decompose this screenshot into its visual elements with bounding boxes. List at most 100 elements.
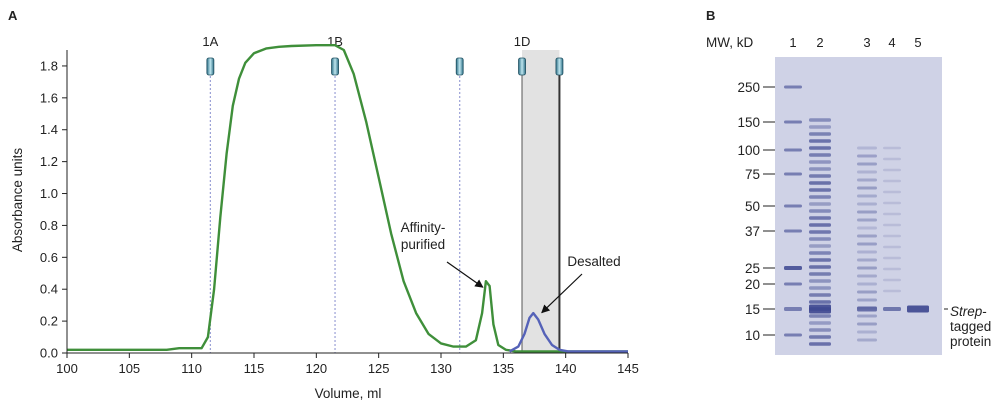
gel-band (857, 210, 877, 214)
gel-band (883, 289, 901, 293)
panel-b-label: B (706, 8, 715, 23)
gel-band (784, 120, 802, 124)
mw-marker-label: 20 (745, 277, 760, 292)
gel-band (809, 328, 831, 332)
gel-band (857, 234, 877, 238)
fraction-marker-label: 1A (202, 34, 218, 49)
gel-band (809, 314, 831, 318)
mw-marker-label: 100 (737, 143, 760, 158)
gel-band (784, 172, 802, 176)
fraction-tube-icon (331, 57, 339, 76)
gel-band (809, 286, 831, 290)
mw-marker-label: 37 (745, 224, 760, 239)
mw-header: MW, kD (706, 35, 753, 50)
y-tick-label: 1.6 (40, 90, 58, 105)
gel-band (857, 170, 877, 174)
gel-band (883, 201, 901, 205)
gel-band (784, 307, 802, 311)
gel-band (809, 230, 831, 234)
gel-band (857, 258, 877, 262)
gel-band (857, 218, 877, 222)
gel-band (784, 148, 802, 152)
gel-band (809, 174, 831, 178)
mw-marker-label: 10 (745, 328, 760, 343)
mw-marker-label: 15 (745, 302, 760, 317)
gel-band (809, 272, 831, 276)
gel-band (857, 266, 877, 270)
gel-band (857, 186, 877, 190)
gel-band (809, 223, 831, 227)
annotation-affinity-text: Affinity- (401, 220, 446, 235)
y-tick-label: 1.0 (40, 186, 58, 201)
chart-axes (66, 50, 628, 354)
gel-band (883, 157, 901, 161)
mw-marker-label: 150 (737, 115, 760, 130)
gel-band (809, 167, 831, 171)
mw-marker-label: 250 (737, 80, 760, 95)
annotations: Affinity-purified Desalted (401, 220, 621, 314)
gel-bands (784, 85, 929, 346)
gel-band (907, 305, 929, 313)
lane-label: 3 (863, 35, 870, 50)
fraction-tube-icon (455, 57, 464, 76)
panel-a: A 1A 1B 1D 100 105 110 115 120 125 130 135 140 145 0… (8, 8, 639, 401)
gel-band (883, 256, 901, 260)
y-tick-label: 1.2 (40, 154, 58, 169)
gel-band (809, 265, 831, 269)
y-tick-label: 0.6 (40, 250, 58, 265)
gel-band (809, 237, 831, 241)
fraction-marker-label: 1B (327, 34, 343, 49)
gel-band (784, 85, 802, 89)
y-axis-title: Absorbance units (10, 148, 25, 253)
shaded-region (522, 50, 560, 353)
gel-band (857, 314, 877, 318)
gel-band (809, 342, 831, 346)
gel-band (809, 244, 831, 248)
x-tick-label: 145 (617, 361, 639, 376)
annotation-affinity-text: purified (401, 237, 445, 252)
gel-band (857, 282, 877, 286)
series-line-1 (67, 44, 628, 353)
gel-band (883, 190, 901, 194)
band-label-hyphen: - (982, 304, 987, 319)
band-label-line3: protein (950, 334, 991, 349)
gel-band (857, 298, 877, 302)
gel-band (784, 266, 802, 270)
gel-band (809, 132, 831, 136)
gel-band (857, 274, 877, 278)
gel-band (883, 267, 901, 271)
gel-band (857, 146, 877, 150)
gel-band (809, 216, 831, 220)
gel-band (857, 154, 877, 158)
gel-band (809, 300, 831, 304)
tick-labels: 100 105 110 115 120 125 130 135 140 145 0.0 0.2 0.4 0… (40, 58, 639, 376)
gel-band (809, 139, 831, 143)
x-tick-label: 110 (181, 361, 202, 376)
y-tick-label: 0.8 (40, 218, 58, 233)
lane-labels: 1 2 3 4 5 (789, 35, 921, 50)
gel-background (775, 57, 942, 355)
gel-band (809, 293, 831, 297)
gel-band (784, 204, 802, 208)
fraction-marker-label: 1D (514, 34, 531, 49)
gel-band (883, 212, 901, 216)
gel-band (883, 234, 901, 238)
gel-band (809, 160, 831, 164)
gel-band (809, 209, 831, 213)
y-tick-label: 1.8 (40, 58, 58, 73)
gel-band (883, 146, 901, 150)
gel-band (784, 229, 802, 233)
x-tick-label: 100 (56, 361, 78, 376)
fraction-markers: 1A 1B 1D (202, 34, 564, 353)
mw-marker-label: 25 (745, 261, 760, 276)
y-tick-label: 0.2 (40, 314, 58, 329)
series-line-2 (509, 311, 628, 353)
gel-band (809, 153, 831, 157)
x-tick-label: 135 (492, 361, 514, 376)
svg-text:Strep-: Strep- (950, 304, 987, 319)
fraction-tube-icon (206, 57, 215, 76)
band-label: Strep- tagged protein (950, 304, 991, 349)
gel-band (809, 335, 831, 339)
